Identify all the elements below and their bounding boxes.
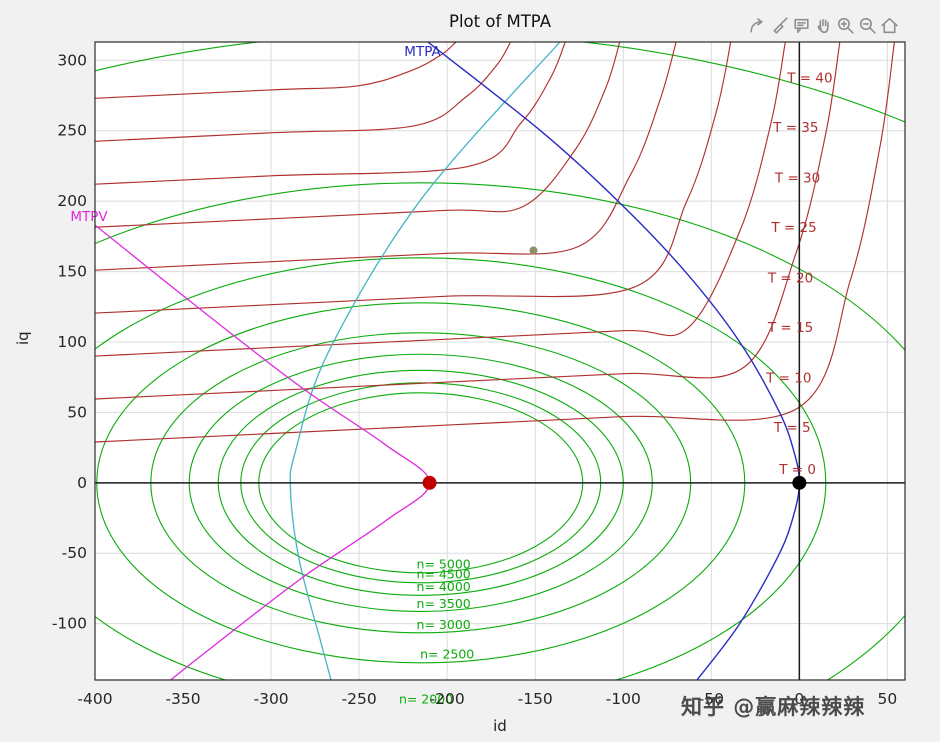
torque-label: T = 35 (772, 120, 818, 136)
torque-contour-T35 (95, 42, 566, 185)
y-tick-label: 200 (57, 192, 87, 210)
torque-label: T = 5 (773, 420, 811, 436)
x-tick-label: -200 (430, 690, 465, 708)
y-tick-label: 50 (67, 403, 87, 421)
mtpa-curve-label: MTPA (404, 44, 441, 60)
zoom-in-icon[interactable] (835, 15, 856, 36)
y-tick-label: 0 (77, 474, 87, 492)
speed-label: n= 3000 (417, 617, 471, 632)
x-tick-label: -100 (606, 690, 641, 708)
torque-label: T = 15 (767, 320, 813, 336)
y-tick-label: 300 (57, 51, 87, 69)
y-tick-label: 250 (57, 122, 87, 140)
datatip-icon[interactable] (791, 15, 812, 36)
speed-label: n= 4000 (417, 579, 471, 594)
watermark-text: 知乎 @赢麻辣辣辣 (681, 695, 866, 719)
x-tick-label: 50 (878, 690, 898, 708)
torque-label: T = 20 (767, 271, 813, 287)
x-tick-label: -400 (77, 690, 112, 708)
x-tick-label: -300 (253, 690, 288, 708)
export-icon[interactable] (747, 15, 768, 36)
home-icon[interactable] (879, 15, 900, 36)
x-tick-label: -50 (699, 690, 724, 708)
torque-label: T = 10 (765, 371, 811, 387)
origin-marker (792, 475, 807, 490)
mtpa-curve (427, 42, 801, 680)
stray-point-marker (529, 246, 538, 255)
mtpv-vertex-marker (422, 475, 437, 490)
x-tick-label: -150 (518, 690, 553, 708)
y-tick-label: -100 (52, 615, 87, 633)
torque-contour-T25 (95, 42, 677, 271)
brush-icon[interactable] (769, 15, 790, 36)
y-tick-label: -50 (62, 544, 87, 562)
torque-label: T = 40 (786, 71, 832, 87)
speed-label: n= 5000 (417, 557, 471, 572)
speed-label: n= 4500 (417, 566, 471, 581)
aux-curve (289, 42, 561, 680)
torque-contour-T15 (95, 42, 786, 357)
torque-label: T = 30 (774, 171, 820, 187)
torque-contour-T45 (95, 42, 457, 99)
speed-label: n= 3500 (417, 596, 471, 611)
torque-label: T = 0 (778, 462, 816, 478)
x-tick-label: 0 (794, 690, 804, 708)
pan-icon[interactable] (813, 15, 834, 36)
speed-ellipse-n1500 (95, 182, 905, 680)
plot-background[interactable] (95, 42, 905, 680)
plot-border (94, 41, 906, 681)
torque-contour-T10 (95, 42, 841, 400)
torque-contour-T20 (95, 42, 732, 314)
x-axis-label: id (493, 717, 507, 735)
torque-label: T = 25 (770, 220, 816, 236)
plot-title: Plot of MTPA (449, 12, 551, 31)
zoom-out-icon[interactable] (857, 15, 878, 36)
x-tick-label: -350 (165, 690, 200, 708)
x-tick-label: -250 (342, 690, 377, 708)
torque-contour-T5 (95, 42, 895, 443)
y-tick-label: 100 (57, 333, 87, 351)
speed-label: n= 2000 (399, 692, 453, 707)
figure-toolbar (747, 15, 900, 36)
mtpv-curve-label: MTPV (70, 209, 108, 225)
y-axis-label: iq (14, 331, 32, 345)
y-tick-label: 150 (57, 263, 87, 281)
torque-contour-T30 (95, 42, 621, 228)
torque-contour-T40 (95, 42, 512, 142)
speed-label: n= 2500 (420, 647, 474, 662)
